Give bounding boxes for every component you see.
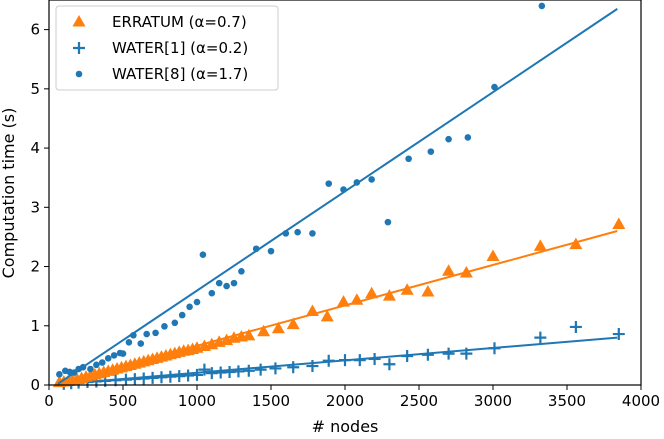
data-point: [569, 237, 583, 250]
data-point: [325, 180, 333, 187]
x-tick-label: 3500: [548, 392, 586, 410]
y-tick-label: 2: [30, 258, 40, 276]
x-tick-label: 3000: [474, 392, 512, 410]
data-point: [337, 295, 351, 307]
legend-label: ERRATUM (α=0.7): [112, 13, 247, 31]
data-point: [491, 83, 498, 91]
legend-marker: [73, 42, 85, 54]
data-point: [533, 239, 547, 251]
data-point: [464, 134, 472, 141]
data-point: [215, 279, 223, 287]
data-point: [309, 230, 316, 237]
data-point: [238, 267, 245, 275]
data-point: [383, 358, 396, 371]
x-tick-label: 4000: [622, 392, 660, 410]
data-point: [445, 135, 452, 143]
data-point: [242, 328, 256, 341]
series-water-8-: [56, 2, 618, 385]
data-point: [271, 321, 285, 334]
series-water-1-: [57, 320, 625, 390]
x-tick-label: 2000: [326, 392, 364, 410]
trend-line: [57, 230, 618, 385]
x-tick-label: 0: [44, 392, 54, 410]
y-axis-label: Computation time (s): [0, 108, 18, 279]
y-tick-label: 3: [30, 198, 40, 216]
x-tick-label: 1000: [178, 392, 216, 410]
data-point: [612, 217, 626, 229]
data-point: [534, 331, 547, 344]
trend-line: [57, 336, 618, 386]
data-point: [137, 340, 145, 347]
data-point: [320, 309, 334, 322]
data-point: [178, 311, 186, 319]
y-tick-label: 4: [30, 139, 40, 157]
data-point: [186, 303, 193, 311]
data-point: [442, 347, 455, 360]
axes: 0 500 1000 1500 2000 2500 3000 3500 4000 0 1 2 3 4 5 6: [30, 21, 660, 410]
x-tick-label: 500: [109, 392, 138, 410]
data-point: [208, 289, 216, 297]
data-point: [427, 148, 435, 155]
legend-label: WATER[1] (α=0.2): [112, 39, 248, 57]
y-tick-label: 0: [30, 376, 40, 394]
y-tick-label: 1: [30, 317, 40, 335]
trend-line: [57, 8, 618, 385]
data-point: [93, 361, 100, 369]
y-tick-label: 6: [30, 21, 40, 39]
data-point: [230, 279, 238, 287]
x-tick-label: 2500: [400, 392, 438, 410]
legend: ERRATUM (α=0.7) WATER[1] (α=0.2) WATER[8] …: [55, 5, 279, 91]
legend-label: WATER[8] (α=1.7): [112, 65, 248, 83]
data-point: [232, 365, 245, 378]
series-erratum: [52, 217, 626, 388]
data-point: [152, 329, 159, 337]
data-point: [612, 328, 625, 341]
data-point: [171, 319, 179, 327]
data-point: [193, 298, 201, 306]
data-point: [368, 176, 375, 183]
data-point: [119, 350, 127, 357]
data-point: [287, 361, 300, 374]
data-point: [384, 218, 392, 226]
data-point: [56, 371, 63, 378]
data-point: [199, 251, 207, 258]
data-point: [269, 362, 282, 375]
legend-box: [55, 5, 279, 91]
y-tick-label: 5: [30, 80, 40, 98]
data-point: [161, 323, 168, 330]
data-point: [110, 352, 118, 359]
data-point: [98, 359, 106, 366]
data-point: [242, 364, 255, 377]
data-point: [306, 360, 319, 373]
data-point: [254, 363, 267, 376]
data-point: [267, 247, 275, 255]
data-point: [294, 228, 301, 236]
data-point: [223, 282, 230, 290]
data-point: [87, 365, 94, 373]
data-point: [421, 285, 435, 297]
data-point: [569, 320, 582, 333]
data-point: [442, 264, 456, 276]
data-point: [191, 368, 203, 381]
data-point: [382, 289, 396, 301]
plot-area: [52, 2, 626, 390]
data-point: [198, 363, 211, 376]
data-point: [104, 355, 112, 362]
data-point: [405, 155, 412, 163]
legend-marker: [75, 70, 83, 78]
data-point: [286, 317, 300, 330]
data-point: [257, 324, 271, 337]
x-axis-label: # nodes: [312, 417, 379, 436]
data-point: [365, 286, 379, 299]
data-point: [143, 330, 150, 338]
data-point: [486, 249, 500, 261]
x-tick-label: 1500: [252, 392, 290, 410]
data-point: [538, 2, 546, 10]
data-point: [125, 339, 133, 346]
legend-marker: [72, 15, 86, 27]
